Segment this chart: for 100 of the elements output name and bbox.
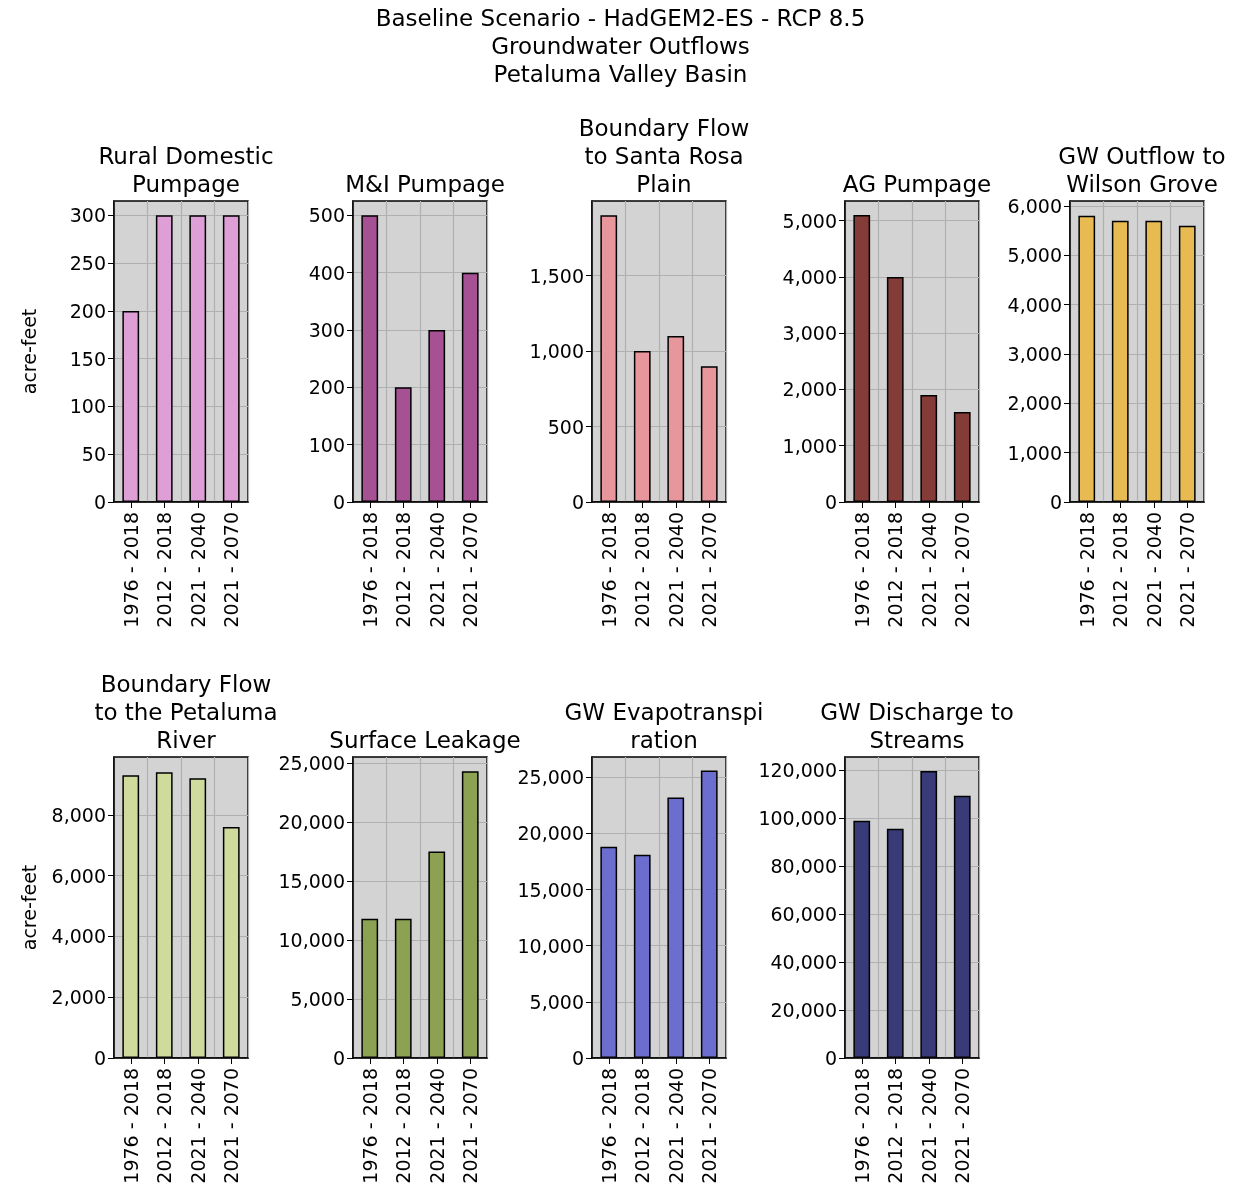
y-tick-label: 200 <box>69 299 106 322</box>
y-tick-label: 2,000 <box>51 986 106 1009</box>
y-tick-label: 6,000 <box>1007 194 1062 217</box>
chart-title: Surface Leakage <box>329 727 521 753</box>
y-tick-label: 0 <box>1049 491 1062 513</box>
y-tick-label: 15,000 <box>278 869 345 892</box>
x-tick-label: 1976 - 2018 <box>358 512 381 628</box>
y-tick-label: 25,000 <box>517 766 584 789</box>
chart-title: GW Outflow to Wilson Grove <box>1058 143 1226 197</box>
y-tick-label: 0 <box>571 491 584 513</box>
y-tick-label: 1,000 <box>782 434 837 457</box>
y-tick-label: 100,000 <box>758 807 837 830</box>
chart-title: M&I Pumpage <box>345 171 505 197</box>
x-tick-label: 2021 - 2070 <box>698 512 721 628</box>
y-tick-label: 5,000 <box>529 990 584 1013</box>
y-tick-label: 8,000 <box>51 803 106 826</box>
y-tick-label: 1,500 <box>529 264 584 287</box>
x-tick-label: 2021 - 2040 <box>664 1068 687 1184</box>
x-tick-label: 1976 - 2018 <box>850 1068 873 1184</box>
x-tick-label: 2021 - 2070 <box>220 512 243 628</box>
x-tick-label: 2021 - 2070 <box>951 512 974 628</box>
x-tick-label: 2012 - 2018 <box>631 1068 654 1184</box>
x-tick-label: 2021 - 2070 <box>220 1068 243 1184</box>
x-tick-label: 1976 - 2018 <box>119 1068 142 1184</box>
y-tick-label: 120,000 <box>758 759 837 782</box>
y-axis-title: acre-feet <box>17 308 40 395</box>
x-tick-label: 2021 - 2040 <box>425 1068 448 1184</box>
y-tick-label: 0 <box>93 1047 106 1069</box>
chart-title: Boundary Flow to the Petaluma River <box>94 671 278 753</box>
x-tick-label: 2021 - 2070 <box>459 1068 482 1184</box>
y-tick-label: 15,000 <box>517 878 584 901</box>
x-tick-label: 2021 - 2070 <box>1176 512 1199 628</box>
x-tick-label: 1976 - 2018 <box>119 512 142 628</box>
y-tick-label: 500 <box>308 204 345 227</box>
y-tick-label: 20,000 <box>517 822 584 845</box>
x-tick-label: 2012 - 2018 <box>392 512 415 628</box>
y-tick-label: 10,000 <box>278 928 345 951</box>
y-tick-label: 0 <box>571 1047 584 1069</box>
y-tick-label: 150 <box>69 347 106 370</box>
x-tick-label: 2012 - 2018 <box>153 512 176 628</box>
y-tick-label: 4,000 <box>51 925 106 948</box>
y-tick-label: 5,000 <box>782 209 837 232</box>
y-tick-label: 3,000 <box>782 322 837 345</box>
x-tick-label: 2021 - 2070 <box>459 512 482 628</box>
y-tick-label: 20,000 <box>770 999 837 1022</box>
y-axis-title: acre-feet <box>17 864 40 951</box>
x-tick-label: 2021 - 2040 <box>917 512 940 628</box>
y-tick-label: 400 <box>308 261 345 284</box>
y-tick-label: 3,000 <box>1007 342 1062 365</box>
y-tick-label: 50 <box>81 443 106 466</box>
y-tick-label: 80,000 <box>770 855 837 878</box>
y-tick-label: 4,000 <box>1007 293 1062 316</box>
chart-title: GW Evapotranspi ration <box>564 699 764 753</box>
y-tick-label: 2,000 <box>782 378 837 401</box>
y-tick-label: 60,000 <box>770 903 837 926</box>
x-tick-label: 1976 - 2018 <box>1075 512 1098 628</box>
y-tick-label: 1,000 <box>529 340 584 363</box>
x-tick-label: 2012 - 2018 <box>392 1068 415 1184</box>
y-tick-label: 0 <box>93 491 106 513</box>
x-tick-label: 2021 - 2070 <box>698 1068 721 1184</box>
x-tick-label: 2012 - 2018 <box>884 512 907 628</box>
x-tick-label: 1976 - 2018 <box>850 512 873 628</box>
y-tick-label: 25,000 <box>278 751 345 774</box>
x-tick-label: 2021 - 2040 <box>425 512 448 628</box>
y-tick-label: 20,000 <box>278 810 345 833</box>
y-tick-label: 250 <box>69 252 106 275</box>
x-tick-label: 2012 - 2018 <box>631 512 654 628</box>
chart-title: Rural Domestic Pumpage <box>98 143 274 197</box>
x-tick-label: 2021 - 2070 <box>951 1068 974 1184</box>
chart-title: Boundary Flow to Santa Rosa Plain <box>578 115 750 197</box>
chart-title: GW Discharge to Streams <box>820 699 1014 753</box>
y-tick-label: 40,000 <box>770 951 837 974</box>
y-tick-label: 5,000 <box>290 987 345 1010</box>
y-tick-label: 500 <box>547 415 584 438</box>
x-tick-label: 2021 - 2040 <box>186 1068 209 1184</box>
y-tick-label: 4,000 <box>782 265 837 288</box>
text: Baseline Scenario - HadGEM2-ES - RCP 8.5 Groundwater Outflows Petaluma Valley Basin <box>374 4 867 88</box>
x-tick-label: 2012 - 2018 <box>153 1068 176 1184</box>
y-tick-label: 1,000 <box>1007 441 1062 464</box>
y-tick-label: 100 <box>69 395 106 418</box>
y-tick-label: 0 <box>824 1047 837 1069</box>
y-tick-label: 10,000 <box>517 934 584 957</box>
y-tick-label: 6,000 <box>51 864 106 887</box>
y-tick-label: 5,000 <box>1007 244 1062 267</box>
x-tick-label: 2021 - 2040 <box>664 512 687 628</box>
y-tick-label: 300 <box>308 319 345 341</box>
y-tick-label: 300 <box>69 204 106 227</box>
y-tick-label: 200 <box>308 376 345 399</box>
y-tick-label: 2,000 <box>1007 392 1062 415</box>
x-tick-label: 2021 - 2040 <box>1142 512 1165 628</box>
x-tick-label: 2021 - 2040 <box>186 512 209 628</box>
x-tick-label: 2012 - 2018 <box>884 1068 907 1184</box>
x-tick-label: 1976 - 2018 <box>597 512 620 628</box>
y-tick-label: 0 <box>332 1047 345 1069</box>
chart-title: AG Pumpage <box>842 171 992 197</box>
x-tick-label: 2012 - 2018 <box>1109 512 1132 628</box>
y-tick-label: 0 <box>824 491 837 513</box>
x-tick-label: 1976 - 2018 <box>597 1068 620 1184</box>
x-tick-label: 2021 - 2040 <box>917 1068 940 1184</box>
y-tick-label: 0 <box>332 491 345 513</box>
